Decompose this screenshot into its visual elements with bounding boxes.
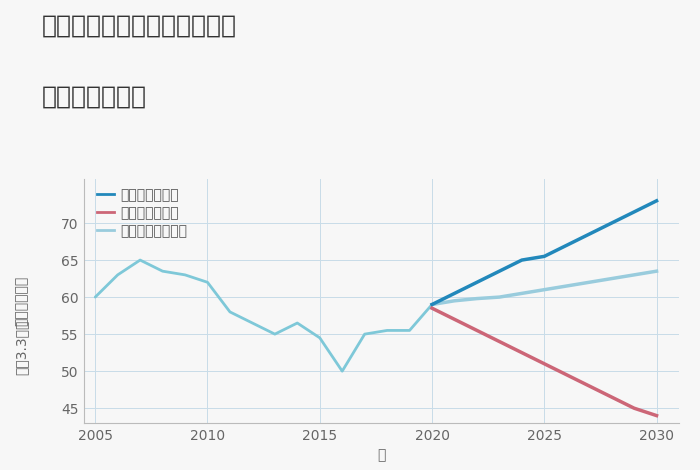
バッドシナリオ — [630, 405, 638, 411]
グッドシナリオ — [608, 220, 616, 226]
バッドシナリオ — [585, 383, 594, 389]
Legend: グッドシナリオ, バッドシナリオ, ノーマルシナリオ: グッドシナリオ, バッドシナリオ, ノーマルシナリオ — [97, 188, 188, 238]
バッドシナリオ — [473, 328, 481, 333]
バッドシナリオ — [450, 316, 459, 322]
バッドシナリオ — [495, 339, 503, 345]
グッドシナリオ — [495, 268, 503, 274]
X-axis label: 年: 年 — [377, 448, 386, 462]
バッドシナリオ — [540, 361, 549, 367]
Line: ノーマルシナリオ: ノーマルシナリオ — [432, 271, 657, 305]
グッドシナリオ — [450, 290, 459, 296]
Line: バッドシナリオ: バッドシナリオ — [432, 308, 657, 415]
グッドシナリオ — [630, 209, 638, 215]
ノーマルシナリオ — [540, 287, 549, 292]
ノーマルシナリオ — [450, 298, 459, 304]
ノーマルシナリオ — [630, 272, 638, 278]
Text: 土地の価格推移: 土地の価格推移 — [42, 85, 147, 109]
ノーマルシナリオ — [585, 280, 594, 285]
バッドシナリオ — [517, 350, 526, 355]
バッドシナリオ — [652, 413, 661, 418]
グッドシナリオ — [473, 280, 481, 285]
グッドシナリオ — [563, 243, 571, 248]
ノーマルシナリオ — [608, 276, 616, 282]
グッドシナリオ — [652, 198, 661, 204]
グッドシナリオ — [428, 302, 436, 307]
ノーマルシナリオ — [563, 283, 571, 289]
バッドシナリオ — [608, 394, 616, 400]
ノーマルシナリオ — [428, 302, 436, 307]
ノーマルシナリオ — [473, 296, 481, 301]
ノーマルシナリオ — [495, 294, 503, 300]
バッドシナリオ — [428, 306, 436, 311]
Text: 単価（万円）: 単価（万円） — [14, 276, 28, 326]
バッドシナリオ — [563, 372, 571, 378]
Line: グッドシナリオ: グッドシナリオ — [432, 201, 657, 305]
グッドシナリオ — [517, 257, 526, 263]
グッドシナリオ — [540, 253, 549, 259]
ノーマルシナリオ — [652, 268, 661, 274]
ノーマルシナリオ — [517, 290, 526, 296]
グッドシナリオ — [585, 231, 594, 237]
Text: 平（3.3㎡）: 平（3.3㎡） — [14, 320, 28, 376]
Text: 大阪府豊能郡豊能町光風台の: 大阪府豊能郡豊能町光風台の — [42, 14, 237, 38]
